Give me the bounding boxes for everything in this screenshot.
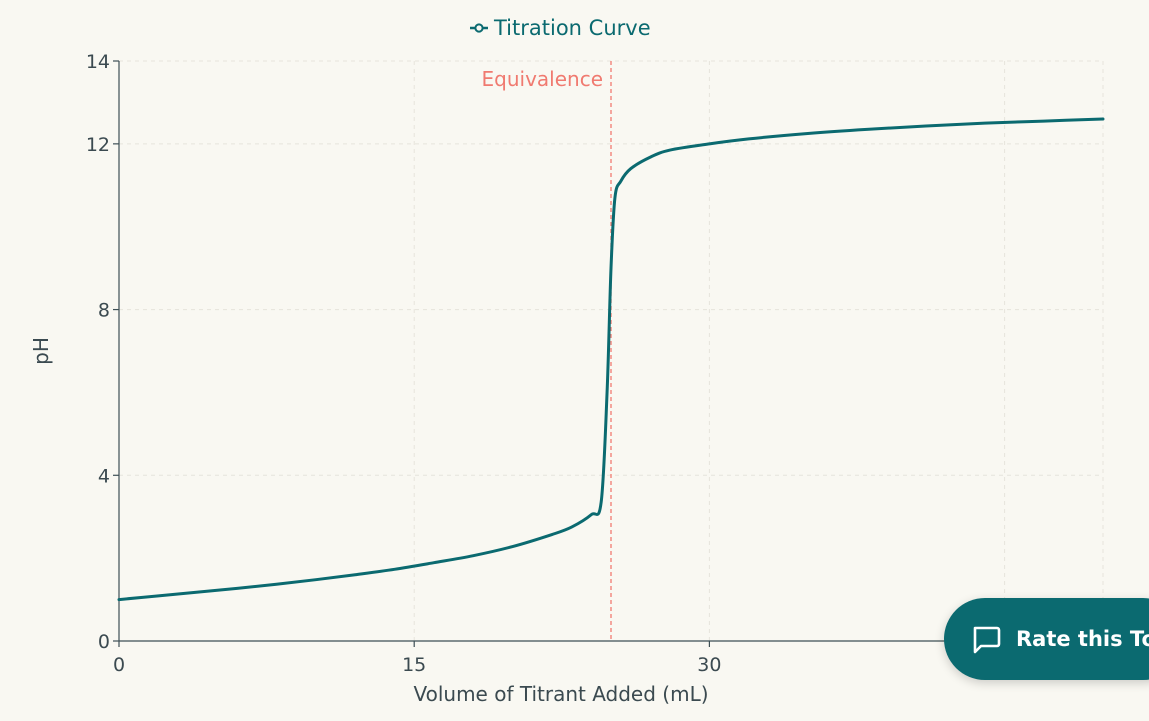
chat-bubble-icon <box>973 626 1001 654</box>
x-tick-label: 30 <box>697 654 721 676</box>
legend-marker-icon <box>474 23 484 33</box>
equivalence-annotation: Equivalence <box>482 61 612 641</box>
y-tick-label: 0 <box>98 631 110 653</box>
rate-tool-button[interactable]: Rate this Tool <box>944 598 1149 680</box>
y-tick-label: 14 <box>86 51 110 73</box>
series-layer <box>117 117 1105 602</box>
legend-label: Titration Curve <box>493 16 651 40</box>
y-tick-label: 4 <box>98 465 110 487</box>
y-tick-label: 12 <box>86 134 110 156</box>
titration-curve-line <box>117 117 1105 602</box>
y-axis-title: pH <box>29 337 53 365</box>
x-axis-title: Volume of Titrant Added (mL) <box>413 682 708 706</box>
axes: 0 4 8 12 14 0 15 30 <box>86 51 1103 676</box>
legend: Titration Curve <box>470 16 651 40</box>
y-tick-label: 8 <box>98 300 110 322</box>
rate-tool-label: Rate this Tool <box>1016 627 1149 651</box>
equivalence-label: Equivalence <box>482 67 604 91</box>
x-tick-label: 15 <box>402 654 426 676</box>
x-tick-label: 0 <box>113 654 125 676</box>
